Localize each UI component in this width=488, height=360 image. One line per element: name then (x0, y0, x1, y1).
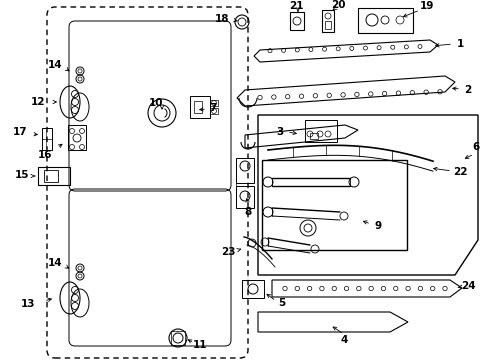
Bar (68, 125, 86, 150)
Text: 16: 16 (38, 150, 52, 160)
Text: 21: 21 (288, 1, 303, 11)
Text: 11: 11 (192, 340, 207, 350)
Bar (325, 21, 330, 29)
Text: 14: 14 (48, 258, 62, 268)
Bar (44, 170, 58, 182)
Bar (171, 331, 184, 345)
Bar (357, 8, 412, 33)
Bar (242, 280, 264, 298)
Text: 22: 22 (452, 167, 467, 177)
Text: 10: 10 (148, 98, 163, 108)
Text: 23: 23 (220, 247, 235, 257)
Text: 19: 19 (419, 1, 433, 11)
Text: 24: 24 (460, 281, 474, 291)
Text: 7: 7 (209, 103, 216, 113)
Text: 2: 2 (464, 85, 470, 95)
Bar (289, 12, 304, 30)
Bar (321, 10, 333, 32)
Bar (209, 108, 218, 114)
Bar (305, 120, 336, 142)
Bar (194, 101, 202, 113)
Text: 9: 9 (374, 221, 381, 231)
Bar (42, 128, 52, 150)
Text: 14: 14 (48, 60, 62, 70)
Text: 4: 4 (340, 335, 347, 345)
Bar (236, 186, 253, 208)
Text: 20: 20 (330, 0, 345, 10)
Text: 5: 5 (278, 298, 285, 308)
Text: 18: 18 (214, 14, 229, 24)
Text: 13: 13 (20, 299, 35, 309)
Bar (236, 158, 253, 183)
Bar (190, 96, 209, 118)
Text: 12: 12 (31, 97, 45, 107)
Text: 6: 6 (471, 142, 479, 152)
Text: 1: 1 (455, 39, 463, 49)
Bar (262, 160, 406, 250)
Bar (309, 133, 317, 139)
Bar (209, 100, 218, 106)
Bar (38, 167, 70, 185)
Text: 8: 8 (244, 207, 251, 217)
Text: 3: 3 (276, 127, 283, 137)
Text: 17: 17 (13, 127, 27, 137)
Text: 15: 15 (15, 170, 29, 180)
